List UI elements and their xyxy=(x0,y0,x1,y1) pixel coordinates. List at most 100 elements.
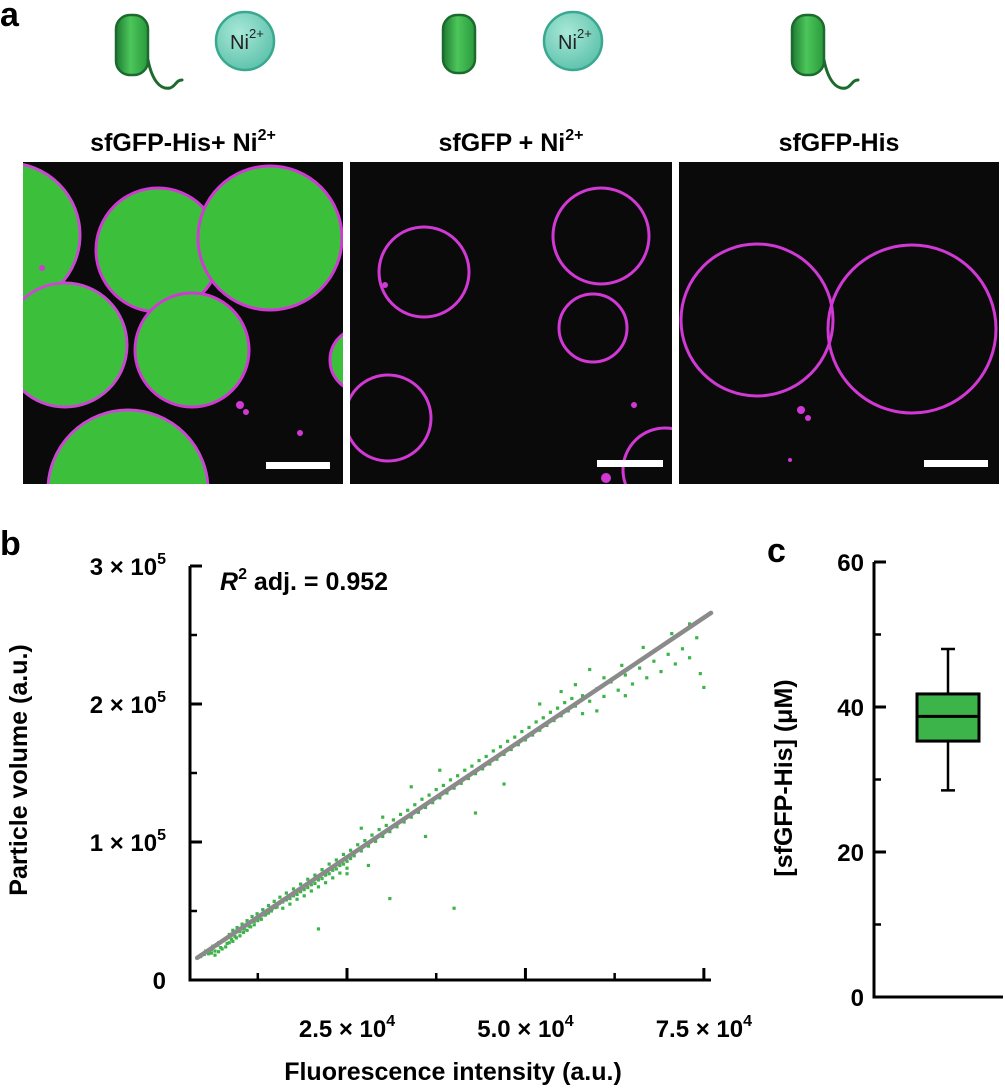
scatter-point xyxy=(266,903,271,908)
scatter-point xyxy=(334,858,338,862)
box-element xyxy=(915,647,981,792)
scatter-point xyxy=(272,899,276,903)
scatter-point xyxy=(288,896,292,901)
scatter-axes: 0 1 × 105 2 × 105 3 × 105 2.5 × 104 5.0 × 104… xyxy=(90,551,752,1043)
scale-bar xyxy=(266,462,330,469)
scatter-point xyxy=(484,754,488,759)
scatter-point xyxy=(359,849,363,853)
scatter-point xyxy=(541,716,545,720)
scatter-point xyxy=(427,793,431,797)
condition-title: sfGFP-His xyxy=(779,129,900,157)
scatter-point xyxy=(702,685,706,690)
scatter-point xyxy=(695,636,699,640)
scatter-point xyxy=(341,862,346,866)
scatter-point xyxy=(209,951,214,955)
scatter-point xyxy=(563,701,567,705)
scatter-point xyxy=(299,890,303,894)
panel-c-letter: c xyxy=(767,532,786,570)
scale-bar xyxy=(924,460,988,467)
scatter-point xyxy=(213,949,217,953)
scatter-point xyxy=(413,803,417,807)
panel-a-letter: a xyxy=(0,0,20,34)
scatter-point xyxy=(316,885,321,889)
scatter-point xyxy=(327,862,331,866)
scatter-point xyxy=(234,936,238,940)
scatter-point xyxy=(431,801,435,805)
scatter-point xyxy=(398,812,403,816)
scatter-point xyxy=(334,867,338,871)
y-tick-label: 0 xyxy=(851,985,864,1012)
scatter-point xyxy=(373,839,378,843)
scatter-point xyxy=(309,883,313,887)
scatter-point xyxy=(359,826,363,830)
y-tick-label: 0 xyxy=(153,968,166,995)
scatter-point xyxy=(680,647,685,651)
y-tick-label: 20 xyxy=(837,840,864,867)
y-tick-label: 60 xyxy=(837,550,864,577)
scatter-point xyxy=(313,881,317,885)
scatter-point xyxy=(534,720,538,724)
scatter-point xyxy=(252,923,256,927)
nickel-ion-icon: Ni 2+ xyxy=(542,10,604,72)
scatter-point xyxy=(231,928,235,932)
scatter-point xyxy=(255,912,259,916)
scatter-point xyxy=(687,622,692,626)
scatter-point xyxy=(225,941,229,946)
scatter-point xyxy=(316,878,321,882)
scatter-point xyxy=(452,906,456,910)
scatter-point xyxy=(269,909,273,913)
scatter-point xyxy=(416,810,420,814)
scatter-point xyxy=(630,682,635,686)
scatter-point xyxy=(338,871,342,875)
schematic-icons: Ni 2+ Ni 2+ xyxy=(114,10,860,90)
scatter-point xyxy=(229,937,233,941)
scatter-point xyxy=(602,676,606,680)
scatter-point xyxy=(538,702,542,706)
scatter-point xyxy=(377,827,381,832)
scatter-point xyxy=(588,667,592,672)
scatter-point xyxy=(338,863,342,868)
scatter-point xyxy=(206,952,211,956)
svg-text:Ni: Ni xyxy=(558,32,577,54)
scatter-point xyxy=(345,859,349,863)
scatter-point xyxy=(250,914,254,919)
scatter-point xyxy=(240,922,244,926)
scatter-point xyxy=(452,786,456,790)
condition-title: sfGFP-His+ Ni2+ xyxy=(90,127,276,157)
y-tick-label: 3 × 105 xyxy=(90,551,166,581)
scatter-point xyxy=(235,925,239,930)
scatter-point xyxy=(470,764,474,768)
y-tick-label: 1 × 105 xyxy=(90,827,166,857)
y-axis-title: Particle volume (a.u.) xyxy=(5,644,33,895)
scatter-point xyxy=(356,843,360,847)
scatter-point xyxy=(391,818,396,822)
scatter-point xyxy=(263,913,267,917)
scatter-point xyxy=(320,868,324,872)
protein-with-his-tag-icon xyxy=(114,13,184,90)
scatter-point xyxy=(456,774,460,778)
scatter-point xyxy=(306,885,310,890)
scatter-point xyxy=(434,787,438,792)
scatter-point xyxy=(363,839,367,843)
scatter-point xyxy=(673,662,677,666)
scatter-point xyxy=(227,941,231,945)
scatter-point xyxy=(306,877,310,881)
scatter-point xyxy=(409,785,413,789)
scatter-point xyxy=(341,852,346,857)
fit-line xyxy=(194,610,714,961)
scatter-point xyxy=(291,887,296,891)
scatter-point xyxy=(324,873,328,877)
scatter-point xyxy=(331,876,335,880)
scatter-point xyxy=(320,876,324,881)
x-axis-title: Fluorescence intensity (a.u.) xyxy=(284,1058,622,1086)
scatter-point xyxy=(652,659,656,663)
scatter-point xyxy=(638,666,642,670)
y-axis-title: [sfGFP-His] (μM) xyxy=(770,679,798,876)
scatter-point xyxy=(345,866,349,870)
scatter-point xyxy=(324,881,328,885)
scatter-point xyxy=(448,778,453,782)
scatter-point xyxy=(224,945,228,949)
scatter-point xyxy=(381,834,385,839)
x-tick-label: 7.5 × 104 xyxy=(656,1013,752,1043)
